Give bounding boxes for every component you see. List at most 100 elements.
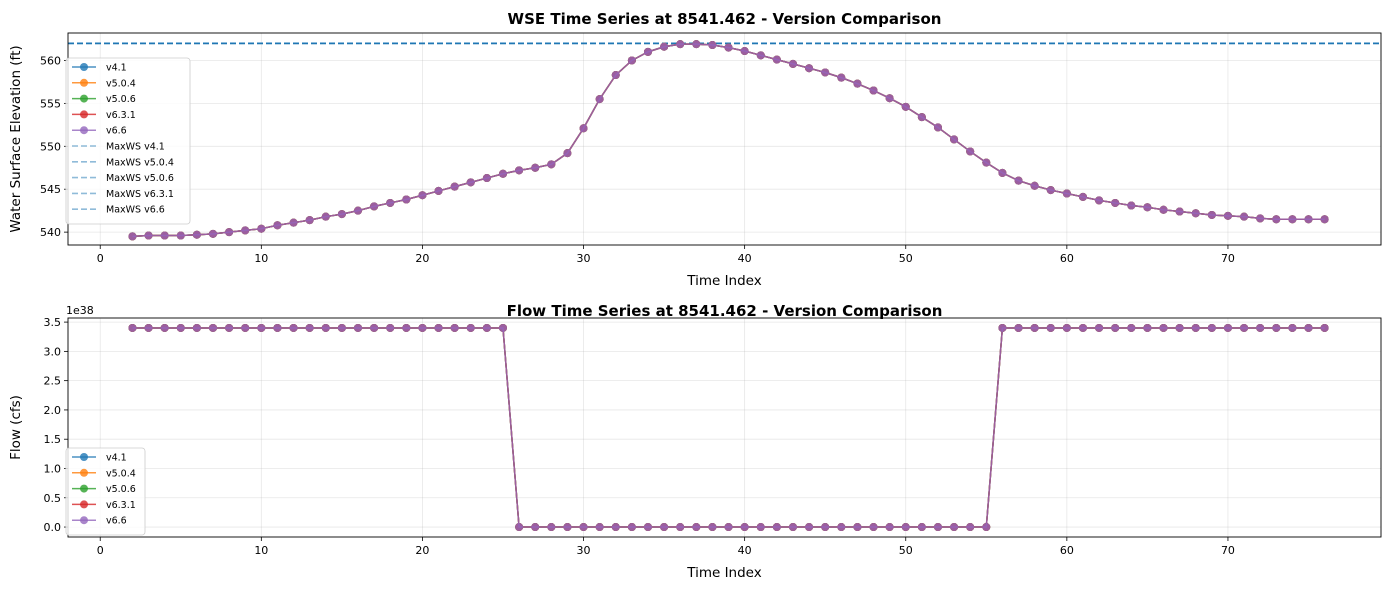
chart-title: Flow Time Series at 8541.462 - Version C… — [507, 302, 943, 320]
data-point — [370, 202, 379, 211]
data-point — [966, 523, 975, 532]
data-point — [208, 229, 217, 238]
data-point — [1014, 176, 1023, 185]
data-point — [917, 113, 926, 122]
data-point — [128, 323, 137, 332]
data-point — [160, 231, 169, 240]
data-point — [611, 71, 620, 80]
data-point — [386, 323, 395, 332]
data-point — [982, 523, 991, 532]
axes-frame — [67, 317, 1382, 538]
data-point — [1030, 323, 1039, 332]
series-line-v5.0.4 — [132, 327, 1325, 528]
data-point — [692, 40, 701, 49]
data-point — [627, 523, 636, 532]
legend-label: v5.0.4 — [106, 78, 136, 89]
y-tick-label: 3.5 — [44, 316, 62, 329]
data-point — [1095, 196, 1104, 205]
y-tick-label: 545 — [40, 183, 61, 196]
data-point — [692, 523, 701, 532]
y-tick-label: 1.0 — [44, 462, 62, 475]
data-point — [1175, 323, 1184, 332]
y-scale-label: 1e38 — [66, 304, 94, 317]
data-point — [418, 191, 427, 200]
data-point — [772, 523, 781, 532]
data-point — [353, 323, 362, 332]
data-point — [257, 224, 266, 233]
y-tick-label: 0.0 — [44, 521, 62, 534]
data-point — [1014, 323, 1023, 332]
data-point — [1304, 323, 1313, 332]
data-point — [579, 523, 588, 532]
data-point — [1143, 203, 1152, 212]
data-point — [708, 523, 717, 532]
y-tick-label: 3.0 — [44, 345, 62, 358]
legend-swatch-marker — [80, 500, 88, 509]
series-line-v5.0.6 — [132, 327, 1325, 528]
series-line-v6.6 — [132, 327, 1325, 528]
data-point — [1078, 192, 1087, 201]
data-point — [305, 216, 314, 225]
legend-swatch-marker — [80, 484, 88, 493]
y-tick-label: 0.5 — [44, 492, 62, 505]
data-point — [402, 195, 411, 204]
data-point — [273, 323, 282, 332]
y-axis-label: Water Surface Elevation (ft) — [8, 45, 24, 232]
data-point — [950, 523, 959, 532]
x-tick-label: 40 — [738, 544, 752, 557]
data-point — [885, 94, 894, 103]
data-point — [1256, 323, 1265, 332]
data-point — [273, 221, 282, 230]
data-point — [337, 323, 346, 332]
y-tick-label: 2.5 — [44, 375, 62, 388]
data-point — [1223, 323, 1232, 332]
legend-label: v6.6 — [106, 126, 127, 137]
data-point — [531, 163, 540, 172]
series-line-v4.1 — [132, 327, 1325, 528]
data-point — [563, 149, 572, 158]
data-point — [837, 73, 846, 82]
x-tick-label: 70 — [1221, 544, 1235, 557]
data-point — [1175, 207, 1184, 216]
legend-swatch-marker — [80, 516, 88, 525]
data-point — [321, 212, 330, 221]
data-point — [853, 79, 862, 88]
data-point — [482, 174, 491, 183]
data-point — [225, 228, 234, 237]
data-point — [466, 323, 475, 332]
data-point — [1127, 323, 1136, 332]
y-tick-label: 550 — [40, 140, 61, 153]
data-point — [660, 523, 669, 532]
data-point — [1223, 211, 1232, 220]
legend-label: v4.1 — [106, 63, 127, 74]
data-point — [643, 47, 652, 56]
data-point — [788, 59, 797, 68]
data-point — [756, 523, 765, 532]
x-tick-label: 70 — [1221, 252, 1235, 265]
legend: v4.1 v5.0.4 v5.0.6 v6.3.1 v6.6 — [65, 447, 146, 536]
data-point — [353, 206, 362, 215]
legend-swatch-marker — [80, 63, 88, 71]
data-point — [547, 523, 556, 532]
data-point — [1288, 215, 1297, 224]
data-point — [289, 323, 298, 332]
data-point — [1159, 323, 1168, 332]
data-point — [917, 523, 926, 532]
data-point — [208, 323, 217, 332]
data-point — [1111, 323, 1120, 332]
data-point — [128, 232, 137, 241]
x-tick-label: 20 — [415, 544, 429, 557]
data-point — [547, 160, 556, 169]
legend-label: v5.0.6 — [106, 484, 136, 495]
data-point — [337, 210, 346, 219]
data-point — [434, 186, 443, 195]
data-point — [1127, 201, 1136, 210]
data-point — [660, 42, 669, 51]
data-point — [950, 135, 959, 144]
axes-frame — [67, 32, 1382, 246]
data-point — [257, 323, 266, 332]
chart-2: 0 10 20 30 40 50 60 70 0.0 0.5 1.0 1.5 2.0 2.5 3.0 3.5 F… — [8, 302, 1382, 581]
data-point — [579, 124, 588, 133]
data-point — [595, 95, 604, 104]
data-point — [611, 523, 620, 532]
